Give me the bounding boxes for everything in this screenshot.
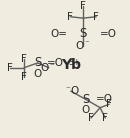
Text: =O: =O bbox=[47, 58, 64, 68]
Text: ⁻: ⁻ bbox=[49, 62, 54, 71]
Text: F: F bbox=[93, 12, 99, 22]
Text: F: F bbox=[80, 1, 86, 11]
Text: =O: =O bbox=[96, 94, 113, 104]
Text: F: F bbox=[67, 12, 73, 22]
Text: O: O bbox=[71, 86, 79, 96]
Text: ⁻: ⁻ bbox=[65, 85, 70, 94]
Text: O=: O= bbox=[50, 29, 67, 39]
Text: S: S bbox=[82, 93, 89, 106]
Text: 3+: 3+ bbox=[68, 58, 81, 67]
Text: S: S bbox=[34, 56, 41, 69]
Text: ⁻: ⁻ bbox=[85, 39, 89, 49]
Text: O: O bbox=[82, 105, 90, 116]
Text: F: F bbox=[7, 63, 13, 73]
Text: F: F bbox=[21, 72, 27, 82]
Text: O: O bbox=[34, 69, 42, 79]
Text: Yb: Yb bbox=[61, 58, 81, 72]
Text: F: F bbox=[21, 54, 27, 64]
Text: F: F bbox=[102, 113, 108, 123]
Text: O: O bbox=[75, 41, 83, 51]
Text: =O: =O bbox=[100, 29, 117, 39]
Text: F: F bbox=[88, 113, 94, 123]
Text: S: S bbox=[80, 27, 87, 40]
Text: F: F bbox=[106, 99, 112, 109]
Text: O: O bbox=[41, 63, 49, 73]
